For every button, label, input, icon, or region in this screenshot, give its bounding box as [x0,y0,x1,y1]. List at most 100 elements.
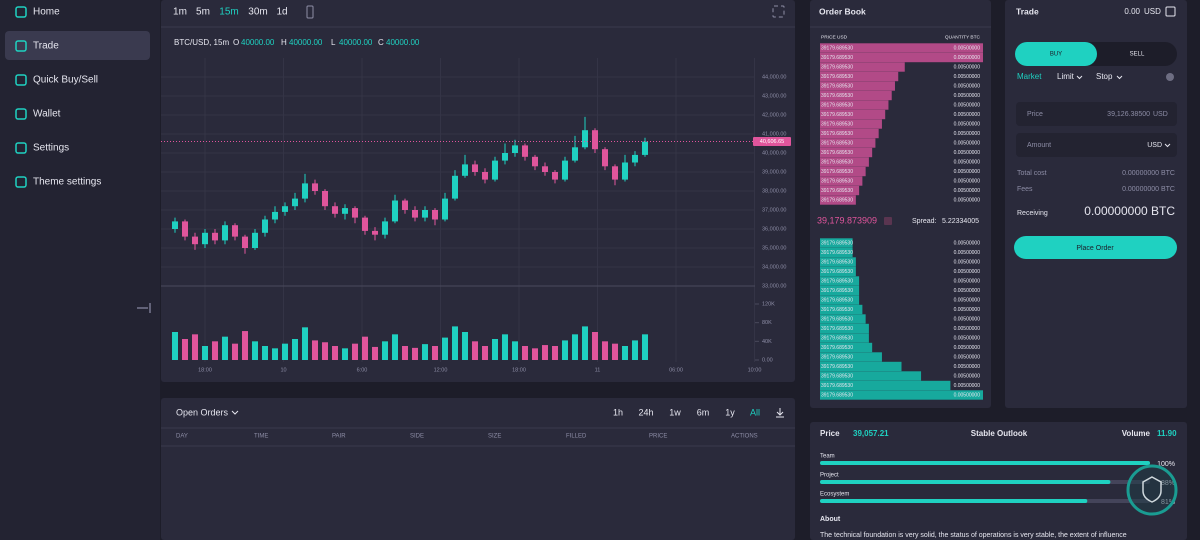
order-type[interactable]: Stop [1096,72,1113,81]
volume-bar [502,334,508,360]
book-price: 39179.689530 [821,278,853,284]
book-price: 39179.689530 [821,373,853,379]
column-header: TIME [254,434,268,440]
volume-bar [432,345,438,360]
interval-button[interactable]: 30m [248,7,267,18]
wallet-icon [1165,6,1176,17]
nav-item[interactable]: Trade [33,41,59,52]
fullscreen-icon[interactable] [772,5,785,18]
volume-bar [352,343,358,360]
candle-body [592,130,598,150]
currency: USD [1144,7,1161,16]
volume-bar [402,345,408,360]
x-tick-label: 10:00 [748,367,762,373]
book-quantity: 0.00500000 [954,269,981,275]
range-button[interactable]: 1h [613,407,623,417]
nav-icon [15,74,27,86]
depth-bar [820,314,866,324]
depth-bar [820,257,856,267]
candle-body [362,217,368,231]
summary-label: Fees [1017,186,1033,193]
book-quantity: 0.00500000 [954,250,981,256]
candle-body [422,210,428,218]
range-button[interactable]: 6m [697,407,710,417]
ohlc-key: C [378,38,384,47]
depth-bar [820,361,902,372]
order-type[interactable]: Market [1017,72,1042,81]
book-quantity: 0.00500000 [954,178,981,184]
depth-bar [820,128,879,139]
volume-bar [482,345,488,360]
book-price: 39179.689530 [821,83,853,89]
place-order-button[interactable] [1014,236,1177,259]
buy-tab[interactable]: BUY [1050,52,1062,58]
range-button[interactable]: All [750,407,760,417]
y-tick-label: 37,000.00 [762,207,786,213]
book-quantity: 0.00500000 [954,112,981,118]
depth-bar [820,166,866,177]
nav-item[interactable]: Quick Buy/Sell [33,75,98,86]
book-quantity: 0.00500000 [954,140,981,146]
volume-bar [422,344,428,360]
nav-item[interactable]: Wallet [33,109,61,120]
candle-body [172,221,178,229]
nav-item[interactable]: Theme settings [33,177,101,188]
depth-bar [820,157,869,167]
volume-bar [622,345,628,360]
amount-input[interactable] [1016,133,1177,157]
download-icon[interactable] [776,408,784,418]
nav-item[interactable]: Settings [33,143,69,154]
interval-button[interactable]: 1d [276,7,287,18]
book-quantity: 0.00500000 [954,74,981,80]
depth-bar [820,109,886,120]
volume-bar [202,345,208,360]
price-input[interactable] [1016,102,1177,126]
candle-body [322,191,328,207]
volume-bar [522,345,528,360]
book-price: 39179.689530 [821,392,853,398]
last-price-tag [753,136,791,146]
book-price: 39179.689530 [821,307,853,313]
book-price: 39179.689530 [821,364,853,370]
x-tick-label: 18:00 [512,367,526,373]
volume-bar [272,348,278,360]
indicator-icon [306,5,314,19]
nav-item[interactable]: Home [33,7,60,18]
volume-bar [372,346,378,360]
depth-bar [820,352,882,362]
interval-button[interactable]: 15m [219,7,238,18]
volume-tick-label: 0.00 [762,357,773,363]
book-quantity: 0.00500000 [954,197,981,203]
book-price: 39179.689530 [821,316,853,322]
candle-body [632,154,638,163]
interval-button[interactable]: 5m [196,7,210,18]
candle-body [252,232,258,248]
depth-bar [820,176,863,186]
x-tick-label: 11 [595,367,601,373]
volume-label: Volume [1122,429,1151,438]
column-header: SIZE [488,434,501,440]
ohlc-value: 40000.00 [241,38,275,47]
depth-bar [820,43,983,53]
range-button[interactable]: 1y [725,407,735,417]
book-quantity: 0.00500000 [954,169,981,175]
book-price: 39179.689530 [821,326,853,332]
volume-bar [492,338,498,360]
range-button[interactable]: 1w [669,407,681,417]
book-quantity: 0.00500000 [954,335,981,341]
candle-body [312,183,318,191]
sell-tab[interactable]: SELL [1130,52,1145,58]
order-type[interactable]: Limit [1057,72,1075,81]
book-quantity: 0.00500000 [954,240,981,246]
place-order-label[interactable]: Place Order [1076,245,1114,252]
buy-pill[interactable] [1015,42,1097,66]
volume-bar [542,345,548,360]
interval-button[interactable]: 1m [173,7,187,18]
range-button[interactable]: 24h [638,407,653,417]
info-icon [1166,73,1174,81]
volume-bar [322,342,328,360]
open-orders-title[interactable]: Open Orders [176,407,229,417]
volume-bar [592,331,598,360]
volume-bar [582,326,588,360]
